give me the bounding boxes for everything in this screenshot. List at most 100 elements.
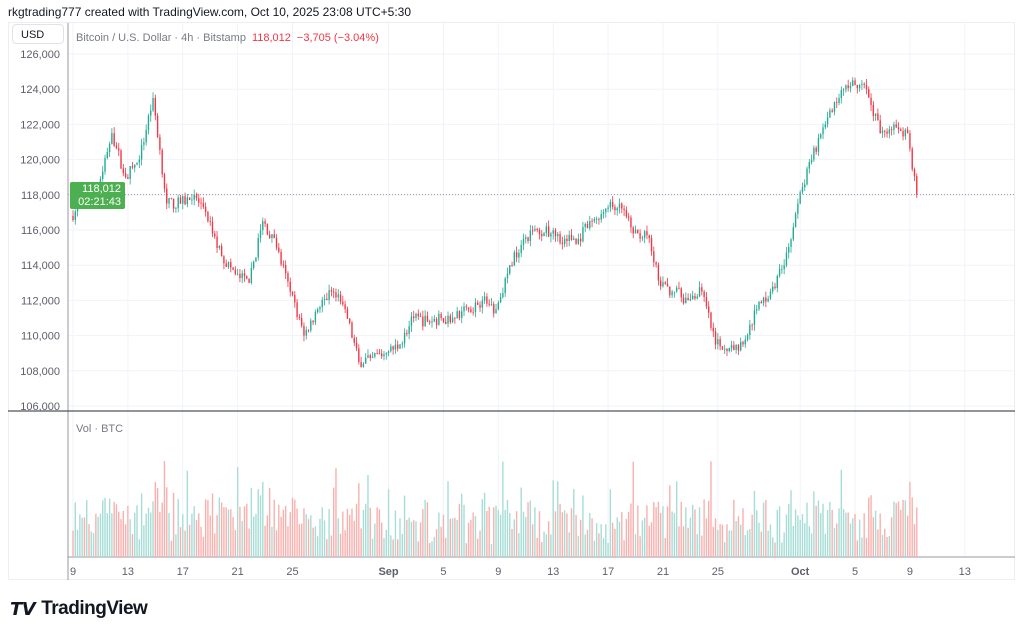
volume-bar [817, 500, 820, 557]
volume-bar [504, 510, 506, 557]
candle-body [307, 329, 310, 331]
volume-bar [291, 497, 294, 557]
candle-body [115, 145, 118, 149]
volume-bar [390, 535, 392, 557]
candle-body [147, 115, 150, 130]
candle-body [456, 311, 458, 318]
candle-body [278, 247, 280, 252]
candle-body [829, 110, 831, 118]
candle-body [303, 325, 305, 336]
candle-body [236, 273, 239, 275]
candle-body [897, 127, 900, 130]
candle-body [271, 234, 273, 239]
volume-bar [762, 502, 765, 557]
volume-bar [287, 526, 289, 557]
volume-bar [252, 516, 255, 557]
volume-bar [602, 538, 605, 557]
volume-bar [92, 533, 95, 557]
candle-body [419, 316, 422, 317]
candle-body [541, 234, 543, 237]
candle-body [691, 295, 694, 300]
candle-body [758, 301, 760, 310]
candle-body [767, 298, 769, 302]
volume-bar [534, 507, 536, 557]
x-tick-label: 9 [495, 566, 501, 578]
volume-bar [248, 528, 250, 557]
volume-bar [451, 518, 454, 557]
candle-body [833, 102, 836, 112]
volume-bar [733, 499, 735, 557]
volume-bar [118, 511, 120, 557]
tradingview-logo[interactable]: 𝙏𝙑 TradingView [10, 598, 148, 620]
volume-bar [163, 461, 166, 557]
candle-body [836, 102, 838, 104]
volume-bar [483, 492, 486, 557]
volume-bar [280, 516, 282, 557]
candle-body [227, 262, 230, 267]
candle-body [678, 287, 680, 289]
candle-body [810, 159, 813, 163]
y-tick-label: 110,000 [21, 331, 60, 343]
volume-bar [657, 501, 660, 557]
volume-bar [129, 519, 131, 557]
volume-bar [239, 506, 241, 557]
x-tick-label: 13 [959, 566, 971, 578]
volume-bar [721, 524, 724, 557]
volume-bar [438, 512, 440, 557]
candle-body [685, 297, 687, 304]
last-price-label: 118,012 02:21:43 [70, 182, 125, 209]
volume-bar [801, 514, 804, 557]
volume-bar [134, 512, 136, 557]
volume-bar [371, 538, 374, 557]
volume-bar [422, 509, 424, 557]
volume-bar [753, 490, 756, 557]
volume-bar [106, 513, 108, 557]
volume-bar [509, 513, 511, 557]
volume-bar [161, 502, 163, 557]
volume-bar [689, 517, 692, 557]
volume-bar [172, 492, 175, 557]
candle-body [506, 273, 509, 279]
volume-bar [760, 531, 762, 557]
volume-bar [904, 500, 907, 557]
candle-body [888, 129, 891, 134]
currency-button[interactable]: USD [12, 24, 64, 44]
y-tick-label: 116,000 [21, 225, 60, 237]
volume-bar [858, 519, 861, 557]
volume-bar [497, 510, 500, 557]
volume-bar [218, 497, 221, 557]
volume-bar [696, 534, 698, 557]
volume-bar [234, 530, 237, 557]
candle-body [172, 198, 175, 209]
candle-body [193, 194, 195, 200]
candle-body [602, 212, 605, 214]
volume-bar [243, 506, 246, 557]
candle-body [426, 315, 429, 322]
volume-bar [113, 501, 115, 557]
volume-bar [675, 481, 678, 557]
volume-bar [328, 509, 330, 557]
x-tick-label: 13 [122, 566, 134, 578]
candle-body [124, 173, 127, 178]
volume-bar [815, 505, 817, 557]
candles [72, 77, 918, 368]
volume-bar [303, 508, 305, 557]
candle-body [712, 327, 714, 332]
candle-body [719, 339, 721, 347]
volume-bar [342, 511, 344, 557]
volume-bar [520, 487, 522, 557]
candle-body [257, 237, 259, 258]
volume-bar [806, 502, 808, 557]
volume-bar [209, 515, 211, 557]
candle-body [248, 278, 250, 283]
candle-body [351, 322, 353, 338]
volume-bar [447, 481, 449, 557]
volume-bar [868, 497, 870, 557]
candle-body [769, 291, 772, 299]
candle-body [316, 309, 319, 312]
volume-bar [387, 489, 390, 557]
candle-body [543, 232, 545, 237]
candle-body [874, 113, 877, 116]
volume-bar [881, 535, 884, 557]
